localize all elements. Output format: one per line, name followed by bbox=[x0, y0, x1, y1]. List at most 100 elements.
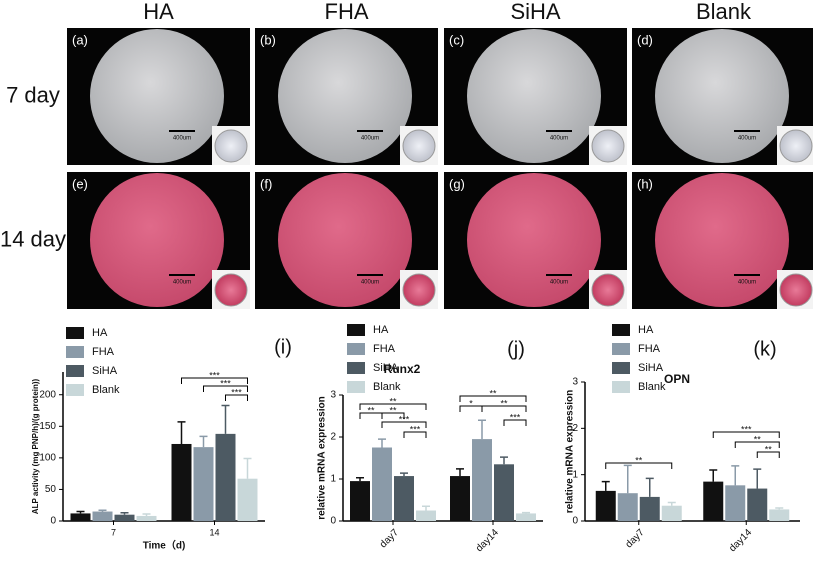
significance-bracket bbox=[481, 405, 527, 412]
micrograph bbox=[655, 173, 789, 307]
y-tick-label: 100 bbox=[39, 453, 56, 464]
error-bar bbox=[422, 505, 430, 511]
error-bar bbox=[142, 513, 151, 516]
bar bbox=[703, 481, 724, 521]
error-bar bbox=[177, 421, 186, 444]
legend-label: FHA bbox=[638, 343, 661, 355]
x-axis-label: Time（d) bbox=[143, 539, 186, 552]
y-tick-label: 200 bbox=[39, 389, 56, 400]
error-bar bbox=[500, 456, 508, 465]
panel-label: (e) bbox=[72, 176, 88, 191]
y-axis-label: relative mRNA expression bbox=[317, 396, 328, 520]
panel-label: (d) bbox=[637, 32, 653, 47]
significance-label: ** bbox=[500, 398, 508, 408]
significance-bracket bbox=[403, 431, 427, 438]
error-bar bbox=[753, 468, 762, 489]
micrograph bbox=[278, 173, 412, 307]
legend-swatch bbox=[347, 324, 365, 336]
panel-label: (g) bbox=[449, 176, 465, 191]
significance-bracket bbox=[734, 441, 780, 448]
significance-label: ** bbox=[635, 455, 643, 465]
bar bbox=[136, 515, 157, 521]
scale-text: 400um bbox=[550, 280, 568, 286]
panel-label: (b) bbox=[260, 32, 276, 47]
significance-label: *** bbox=[399, 414, 410, 424]
legend-label: HA bbox=[92, 327, 108, 339]
panel-label: (a) bbox=[72, 32, 88, 47]
significance-label: *** bbox=[741, 424, 752, 434]
well bbox=[591, 129, 625, 163]
panel-label: (k) bbox=[753, 338, 776, 360]
error-bar bbox=[667, 501, 676, 506]
panel-label: (j) bbox=[507, 338, 525, 360]
bar bbox=[617, 493, 638, 521]
y-tick-label: 0 bbox=[330, 516, 336, 527]
legend-swatch bbox=[347, 343, 365, 355]
bar bbox=[394, 476, 414, 521]
scale-text: 400um bbox=[173, 280, 191, 286]
significance-bracket bbox=[203, 385, 248, 392]
x-tick-label: day14 bbox=[727, 527, 754, 554]
error-bar bbox=[199, 435, 208, 448]
panel-label: (f) bbox=[260, 176, 272, 191]
significance-label: *** bbox=[510, 412, 521, 422]
scale-text: 400um bbox=[738, 136, 756, 142]
significance-bracket bbox=[459, 395, 527, 402]
significance-label: *** bbox=[220, 378, 231, 388]
bar bbox=[171, 443, 192, 521]
y-tick-label: 3 bbox=[572, 377, 578, 388]
bar bbox=[747, 488, 768, 521]
bar bbox=[661, 505, 682, 521]
y-tick-label: 0 bbox=[572, 516, 578, 527]
significance-label: *** bbox=[410, 424, 421, 434]
scale-text: 400um bbox=[361, 136, 379, 142]
bar bbox=[450, 476, 470, 521]
chart-title: OPN bbox=[664, 372, 690, 386]
panel-label: (c) bbox=[449, 32, 464, 47]
bar bbox=[595, 490, 616, 521]
bar bbox=[237, 478, 258, 521]
legend-label: SiHA bbox=[638, 362, 664, 374]
significance-label: ** bbox=[489, 388, 497, 398]
significance-bracket bbox=[503, 419, 527, 426]
micrograph bbox=[90, 29, 224, 163]
error-bar bbox=[522, 511, 530, 514]
bar bbox=[472, 439, 492, 521]
well bbox=[779, 273, 813, 307]
legend-label: Blank bbox=[638, 381, 666, 393]
legend-swatch bbox=[66, 365, 84, 377]
significance-label: *** bbox=[209, 370, 220, 380]
error-bar bbox=[709, 469, 718, 482]
significance-label: ** bbox=[754, 434, 762, 444]
panel-label: (i) bbox=[274, 336, 292, 358]
micrograph bbox=[90, 173, 224, 307]
bar bbox=[215, 433, 236, 521]
y-tick-label: 1 bbox=[572, 469, 578, 480]
x-tick-label: day7 bbox=[378, 527, 401, 550]
significance-bracket bbox=[381, 412, 405, 419]
legend-label: Blank bbox=[92, 384, 120, 396]
bar bbox=[639, 496, 660, 521]
y-axis-label: relative mRNA expression bbox=[565, 390, 576, 514]
well bbox=[591, 273, 625, 307]
column-header: HA bbox=[143, 0, 174, 24]
bar bbox=[725, 485, 746, 521]
x-tick-label: 7 bbox=[111, 527, 116, 537]
bar bbox=[92, 511, 113, 521]
y-tick-label: 2 bbox=[572, 423, 578, 434]
column-header: FHA bbox=[325, 0, 369, 24]
legend-swatch bbox=[612, 381, 630, 393]
legend-swatch bbox=[347, 362, 365, 374]
column-header: Blank bbox=[696, 0, 752, 24]
error-bar bbox=[478, 419, 486, 440]
row-header: 7 day bbox=[6, 82, 60, 107]
y-tick-label: 150 bbox=[39, 421, 56, 432]
error-bar bbox=[623, 464, 632, 494]
error-bar bbox=[243, 457, 252, 479]
error-bar bbox=[775, 507, 784, 510]
scale-text: 400um bbox=[173, 136, 191, 142]
significance-label: * bbox=[469, 398, 473, 408]
bar bbox=[372, 447, 392, 521]
error-bar bbox=[98, 509, 107, 512]
